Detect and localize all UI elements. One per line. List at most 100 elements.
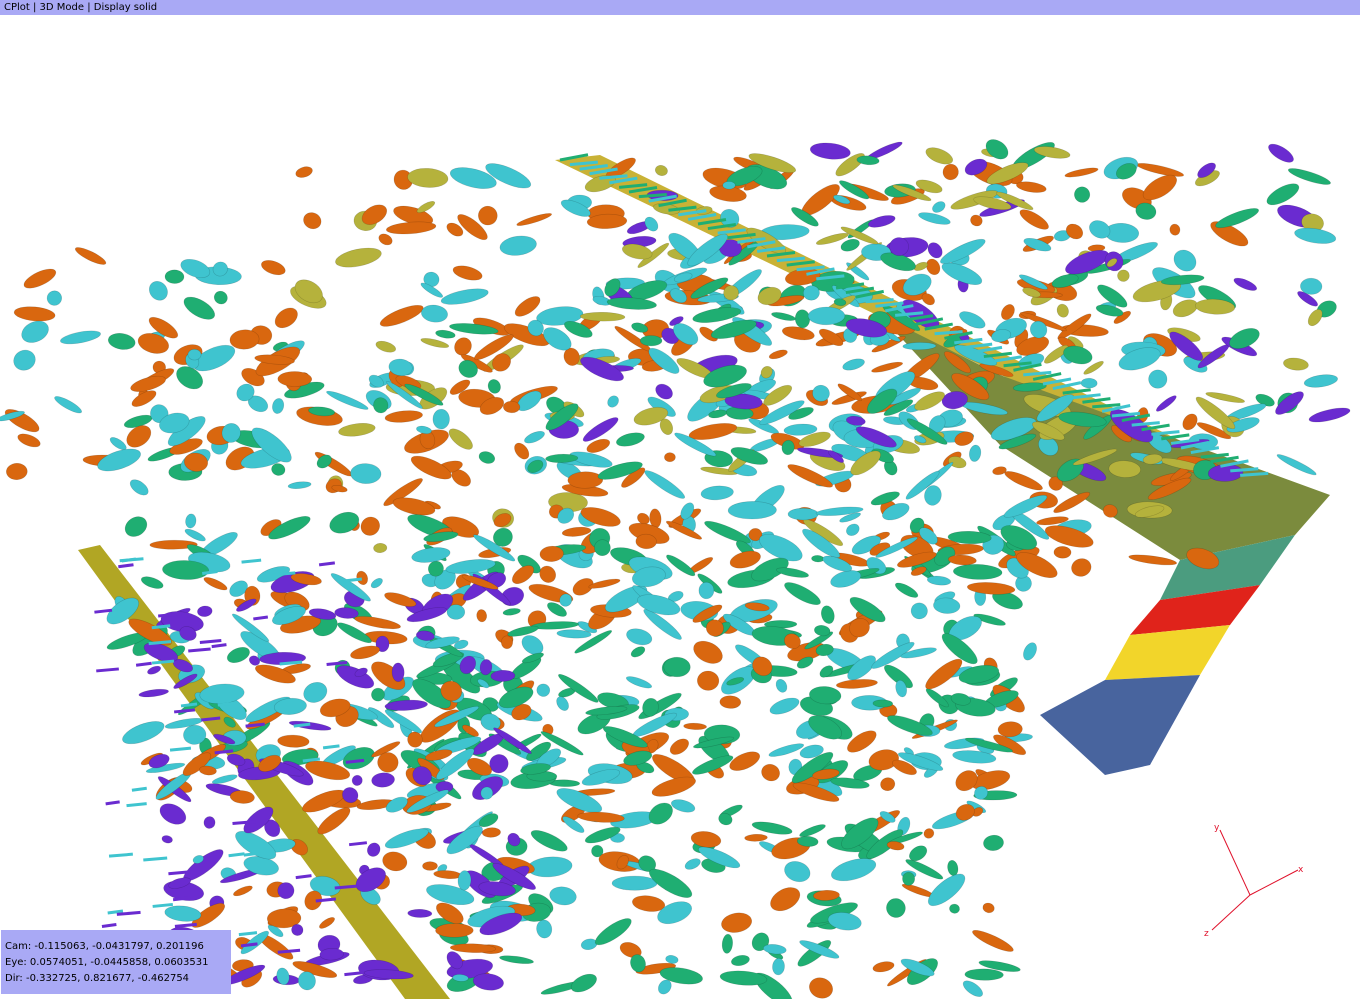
- isosurface-blob: [521, 635, 544, 655]
- isosurface-blob: [211, 774, 238, 785]
- isosurface-blob: [361, 204, 388, 225]
- isosurface-blob: [492, 527, 513, 547]
- isosurface-blob: [815, 643, 834, 657]
- isosurface-blob: [770, 887, 801, 912]
- wall-streak: [135, 661, 152, 667]
- isosurface-blob: [611, 875, 658, 891]
- isosurface-blob: [462, 724, 479, 737]
- isosurface-blob: [1229, 328, 1260, 349]
- isosurface-blob: [637, 512, 650, 525]
- isosurface-blob: [718, 812, 733, 826]
- isosurface-blob: [183, 724, 207, 745]
- isosurface-blob: [226, 646, 250, 664]
- isosurface-blob: [944, 351, 971, 374]
- isosurface-blob: [567, 471, 604, 489]
- wall-streak: [174, 708, 196, 714]
- isosurface-blob: [233, 885, 253, 897]
- isosurface-blob: [1205, 392, 1245, 403]
- isosurface-blob: [813, 889, 840, 901]
- isosurface-blob: [276, 967, 290, 986]
- isosurface-blob: [776, 567, 809, 578]
- isosurface-blob: [784, 582, 821, 606]
- wall-streak: [116, 910, 141, 916]
- wall-streak: [1092, 403, 1121, 409]
- isosurface-blob: [129, 479, 149, 496]
- isosurface-blob: [748, 528, 763, 542]
- vortex-isosurfaces: [0, 139, 1351, 999]
- 3d-viewport[interactable]: [0, 15, 1360, 999]
- isosurface-blob: [545, 453, 579, 463]
- isosurface-blob: [502, 608, 521, 616]
- isosurface-blob: [435, 329, 456, 339]
- isosurface-blob: [148, 753, 170, 769]
- isosurface-scene[interactable]: [0, 15, 1360, 999]
- isosurface-blob: [1057, 313, 1092, 340]
- wall-streak: [963, 342, 993, 349]
- wall-streak: [589, 167, 618, 176]
- wall-streak: [1151, 430, 1180, 436]
- isosurface-blob: [1033, 146, 1071, 159]
- isosurface-blob: [1266, 183, 1300, 206]
- isosurface-blob: [840, 238, 860, 252]
- wall-streak: [904, 314, 934, 322]
- isosurface-blob: [21, 320, 49, 343]
- isosurface-blob: [254, 354, 295, 365]
- wall-streak: [559, 153, 589, 162]
- isosurface-blob: [632, 895, 666, 912]
- isosurface-blob: [291, 923, 304, 936]
- wall-streak: [241, 558, 262, 564]
- isosurface-blob: [457, 214, 488, 241]
- isosurface-blob: [411, 547, 451, 563]
- isosurface-blob: [540, 731, 584, 756]
- wall-streak: [599, 174, 628, 180]
- isosurface-blob: [579, 311, 626, 322]
- isosurface-blob: [1058, 411, 1107, 428]
- isosurface-blob: [521, 652, 544, 664]
- wall-streak: [322, 744, 340, 750]
- isosurface-blob: [199, 765, 217, 776]
- isosurface-blob: [479, 912, 523, 936]
- isosurface-blob: [223, 716, 236, 728]
- wall-streak: [348, 841, 368, 847]
- isosurface-blob: [1053, 491, 1091, 514]
- isosurface-blob: [559, 593, 573, 607]
- isosurface-blob: [923, 828, 935, 839]
- isosurface-blob: [452, 265, 483, 281]
- isosurface-blob: [724, 393, 763, 410]
- isosurface-blob: [642, 697, 659, 717]
- wall-streak: [107, 909, 124, 915]
- wall-streak: [168, 870, 191, 876]
- isosurface-blob: [879, 811, 896, 823]
- isosurface-blob: [619, 942, 642, 958]
- isosurface-blob: [680, 502, 695, 520]
- isosurface-blob: [421, 304, 448, 323]
- isosurface-blob: [972, 929, 1014, 952]
- isosurface-blob: [1195, 396, 1236, 430]
- isosurface-blob: [673, 272, 693, 283]
- wall-streak: [618, 183, 648, 189]
- isosurface-blob: [580, 356, 624, 382]
- isosurface-blob: [872, 961, 895, 973]
- isosurface-blob: [726, 677, 745, 686]
- isosurface-blob: [60, 330, 101, 345]
- isosurface-blob: [271, 463, 286, 476]
- wall-streak: [786, 260, 815, 267]
- isosurface-blob: [822, 555, 853, 572]
- isosurface-blob: [909, 845, 928, 862]
- isosurface-blob: [367, 707, 395, 729]
- isosurface-blob: [507, 625, 539, 637]
- isosurface-blob: [722, 181, 736, 190]
- isosurface-blob: [1053, 546, 1072, 559]
- wall-streak: [756, 246, 786, 253]
- isosurface-blob: [1182, 413, 1198, 431]
- wall-streak: [885, 304, 914, 313]
- isosurface-blob: [356, 570, 369, 586]
- isosurface-blob: [759, 534, 803, 562]
- isosurface-blob: [1083, 360, 1104, 375]
- isosurface-blob: [143, 642, 179, 663]
- wall-streak: [1190, 446, 1220, 455]
- isosurface-blob: [221, 423, 241, 443]
- isosurface-blob: [137, 333, 170, 354]
- isosurface-blob: [768, 349, 788, 360]
- isosurface-blob: [268, 515, 311, 540]
